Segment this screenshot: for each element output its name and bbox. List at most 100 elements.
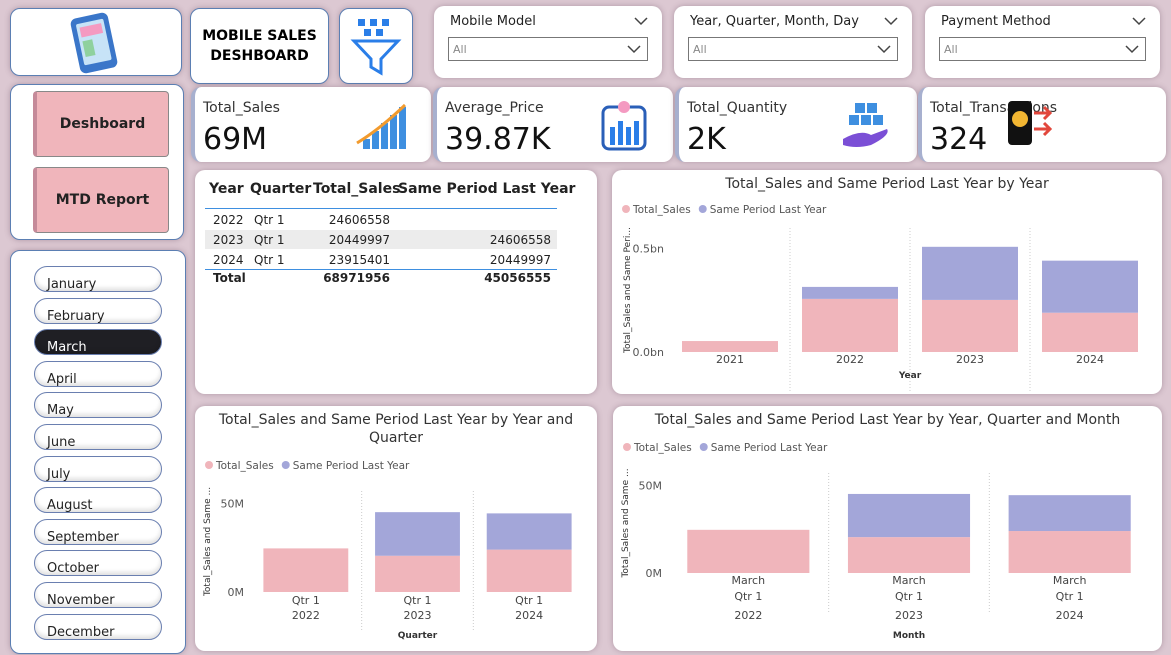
icon-arrow [356,103,407,145]
bar-segment [375,555,460,592]
kpi-icon [1008,101,1053,145]
y-tick-label: 0M [646,567,663,580]
month-pill[interactable]: August [34,487,162,514]
table-header: Same Period Last Year [398,181,576,197]
x-tick-label: 2024 [1056,609,1084,622]
table-cell: Total [213,271,246,285]
legend-marker [699,443,708,451]
kpi-card: Total_Transactions 324 [918,87,1166,162]
y-tick-label: 0M [228,586,245,599]
chevron [634,17,648,26]
icon-bar [634,121,639,145]
x-tick-label: Qtr 1 [515,594,543,607]
icon-bar [399,107,406,149]
y-tick-label: 50M [639,479,663,492]
kpi-icon [356,103,407,149]
chevron [627,45,641,54]
chevron-path [1132,17,1146,26]
table-header: Quarter [250,181,312,197]
bar-segment [922,246,1018,300]
table-cell: 68971956 [323,271,390,285]
month-pill[interactable]: June [34,424,162,450]
funnel-icon [350,19,402,76]
kpi-value: 39.87K [445,122,551,157]
legend-marker [281,461,290,469]
table-cell: 2023 [213,233,244,247]
bar-segment [687,529,810,573]
nav-button[interactable]: MTD Report [33,167,169,233]
icon-box [861,115,871,125]
month-pill[interactable]: February [34,297,162,324]
chevron [877,45,891,54]
icon-coin [1012,111,1028,127]
icon-bar [626,127,631,145]
filter-card: Mobile Model All [434,6,662,78]
x-tick-label: Qtr 1 [404,594,432,607]
icon-bar [390,115,397,149]
month-slicer: January February March April May June July Augu… [10,250,186,654]
x-tick-label: 2023 [956,353,984,366]
icon-box [855,103,865,113]
month-pill[interactable]: March [34,329,162,356]
y-tick-label: 0.5bn [633,243,664,256]
month-pill[interactable]: December [34,613,162,640]
funnel-card [339,8,413,84]
filter-value: All [453,43,467,56]
filter-dropdown[interactable]: All [448,37,648,61]
filter-label: Payment Method [941,14,1051,29]
filter-dropdown[interactable]: All [939,37,1146,61]
table-cell: Qtr 1 [254,213,285,227]
kpi-card: Total_Quantity 2K [675,87,917,162]
x-tick-label: Qtr 1 [895,590,923,603]
month-pill[interactable]: July [34,455,162,482]
icon-bar [381,123,388,149]
bar-segment [1008,495,1131,532]
icon-box [873,115,883,125]
x-tick-label: Qtr 1 [1056,590,1084,603]
kpi-value: 2K [687,122,726,157]
bar-segment [922,299,1018,352]
chevron-path [634,17,648,26]
chevron [1132,17,1146,26]
table-card: Year Quarter Total_Sales Same Period Last Y… [195,170,597,394]
x-tick-label: 2022 [836,353,864,366]
legend-marker [623,443,631,451]
month-pill[interactable]: May [34,392,162,419]
chart-card: Total_Sales and Same Period Last Year by… [195,406,597,651]
month-pill[interactable]: April [34,360,162,387]
table-header: Year [209,181,244,197]
kpi-label: Average_Price [445,100,544,116]
legend-label: Total_Sales [215,460,274,472]
x-tick-label: 2024 [1076,353,1104,366]
chart: 0M 50M Total_Sales and Same ... March Qtr 1 2… [621,442,1131,641]
kpi-card: Average_Price 39.87K [433,87,673,162]
table-cell: 23915401 [328,253,390,267]
x-axis-label: Month [893,631,925,641]
filter-dropdown[interactable]: All [688,37,898,61]
icon-coin [618,101,630,113]
legend-label: Total_Sales [633,442,692,454]
x-tick-label: Qtr 1 [734,590,762,603]
chart-card: Total_Sales and Same Period Last Year by… [613,406,1162,651]
bar-segment [847,537,971,573]
kpi-value: 69M [203,122,268,157]
nav-button[interactable]: Deshboard [33,91,169,157]
table-rule [205,269,557,270]
month-pill[interactable]: January [34,266,162,292]
kpi-value: 324 [930,122,988,157]
table-cell: 45056555 [484,271,551,285]
month-pill[interactable]: October [34,550,162,577]
bar-segment [486,549,572,592]
chart-card: Total_Sales and Same Period Last Year by… [612,170,1162,394]
bar-segment [802,286,898,299]
x-axis-label: Quarter [398,631,438,641]
icon-bar [610,127,615,145]
chart-title: Total_Sales and Same Period Last Year by… [218,412,574,446]
month-pill[interactable]: September [34,518,162,545]
kpi-icon [843,103,888,147]
filter-label: Mobile Model [450,14,536,29]
month-pill[interactable]: November [34,582,162,608]
table-cell: 2024 [213,253,244,267]
table-header: Total_Sales [313,181,401,197]
